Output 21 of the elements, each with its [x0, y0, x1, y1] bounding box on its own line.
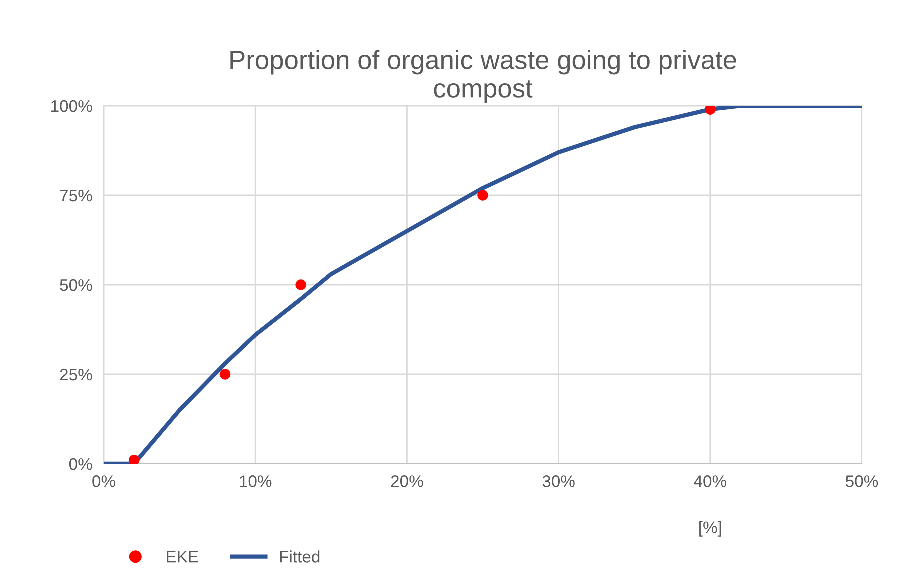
x-axis-title: [%] — [700, 521, 722, 537]
y-tick-label: 100% — [52, 100, 92, 112]
point — [705, 106, 716, 115]
x-tick-label: 20% — [391, 476, 424, 488]
point — [296, 280, 306, 290]
x-tick-label: 30% — [542, 476, 575, 488]
y-tick-label: 0% — [69, 458, 92, 470]
y-tick-label: 75% — [60, 190, 92, 202]
point — [478, 190, 488, 201]
point — [128, 455, 140, 464]
legend-label: EKE — [167, 551, 198, 563]
y-tick-label: 25% — [60, 368, 92, 381]
x-tick-label: 50% — [846, 476, 878, 488]
point — [220, 369, 231, 380]
x-tick-label: 0% — [92, 476, 116, 488]
y-tick-label: 50% — [60, 279, 92, 292]
x-tick-label: 40% — [694, 476, 726, 488]
chart-title: Proportion of organic waste going to private compost — [230, 50, 736, 104]
line-series — [104, 106, 862, 464]
legend-label: Fitted — [280, 550, 320, 563]
x-tick-label: 10% — [240, 476, 272, 488]
